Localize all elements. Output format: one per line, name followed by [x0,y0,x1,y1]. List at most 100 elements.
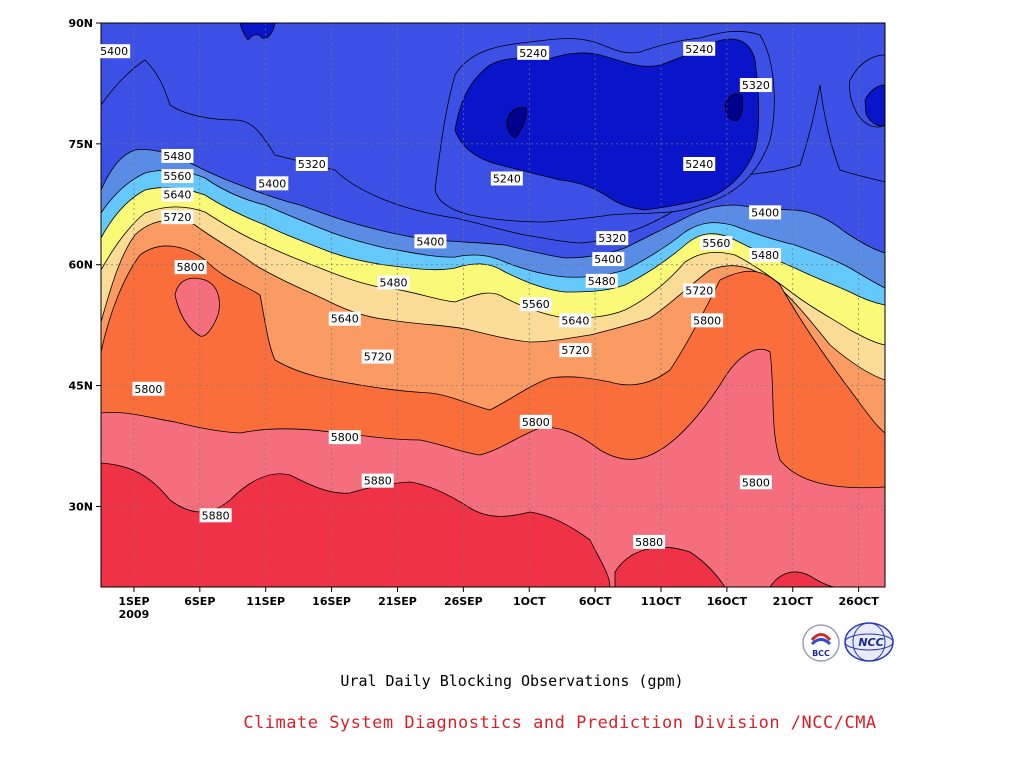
x-tick-label: 16SEP [312,595,351,608]
contour-label-text: 5240 [519,47,547,60]
contour-label-box [559,343,592,358]
contour-label: 5800 [739,475,772,490]
contour-label: 5400 [414,234,447,249]
contour-label-text: 5320 [742,79,770,92]
x-tick-label: 1OCT [513,595,546,608]
contour-label-box [585,273,618,288]
contour-label-text: 5240 [685,43,713,56]
contour-label-text: 5720 [561,344,589,357]
contour-label: 5720 [559,343,592,358]
contour-label-text: 5480 [163,150,191,163]
contour-label-text: 5400 [594,253,622,266]
contour-label: 5480 [161,148,194,163]
contour-label-text: 5720 [163,211,191,224]
contour-label-box [749,205,782,220]
contour-label: 5240 [683,41,716,56]
contour-label-box [361,349,394,364]
x-tick-label: 6OCT [579,595,612,608]
contour-label-text: 5320 [598,232,626,245]
contour-label-box [519,297,552,312]
contour-label-text: 5800 [134,383,162,396]
contour-label: 5320 [596,231,629,246]
contour-label: 5320 [295,157,328,171]
contour-label-text: 5480 [380,276,408,289]
contour-label-box [691,313,724,328]
contour-label-text: 5400 [751,206,779,219]
contour-label-box [683,157,716,171]
contour-label: 5400 [592,252,625,267]
contour-label-text: 5720 [685,284,713,297]
contour-label-box [633,534,666,549]
contour-label-box [161,148,194,163]
contour-label-text: 5400 [100,45,128,58]
contour-label: 5640 [328,311,361,326]
contour-label: 5800 [691,313,724,328]
x-tick-label: 11SEP [246,595,285,608]
contour-label: 5800 [328,430,361,445]
contour-band [239,23,276,41]
contour-label-box [161,210,194,225]
contour-label-text: 5560 [702,237,730,250]
x-axis-ticks: 1SEP 6SEP 11SEP 16SEP 21SEP 26SEP 1OCT 6OCT 11OC… [118,587,879,608]
contour-label: 5720 [161,210,194,225]
contour-label-box [361,473,394,488]
ncc-logo-icon: NCC [844,622,894,662]
contour-label-text: 5800 [693,314,721,327]
contour-label: 5320 [739,78,772,93]
contour-label: 5640 [559,313,592,328]
contour-label-text: 5880 [364,475,392,488]
contour-label-box [199,508,232,523]
contour-label-box [683,41,716,56]
chart-title: Ural Daily Blocking Observations (gpm) [340,672,684,690]
bcc-logo-icon: BCC [802,624,840,662]
contour-label-box [739,78,772,93]
contour-label-box [559,313,592,328]
y-tick-label: 30N [68,500,93,513]
contour-label-box [519,414,552,429]
contour-label-text: 5880 [635,536,663,549]
svg-text:BCC: BCC [812,649,830,658]
contour-label: 5480 [749,248,782,263]
contour-label-box [295,157,328,171]
contour-label: 5240 [490,171,523,186]
contour-label-box [132,381,165,396]
x-tick-label: 11OCT [641,595,682,608]
x-axis-year-label: 2009 [119,608,150,621]
contour-label: 5480 [377,275,410,290]
contour-label-text: 5480 [588,275,616,288]
contour-label: 5400 [98,44,131,59]
x-tick-label: 6SEP [184,595,215,608]
contour-label-text: 5640 [561,314,589,327]
contour-label: 5800 [519,414,552,429]
contour-label-text: 5800 [331,431,359,444]
contour-label-text: 5800 [742,476,770,489]
contour-label-box [328,430,361,445]
contour-label-text: 5240 [685,158,713,171]
contour-label-box [377,275,410,290]
contour-label-box [749,248,782,263]
y-tick-label: 90N [68,17,93,30]
contour-label-text: 5720 [364,351,392,364]
contour-label-box [700,235,733,250]
contour-label: 5560 [519,297,552,312]
contour-label-text: 5560 [522,298,550,311]
contour-label-text: 5400 [258,177,286,190]
contour-label-box [161,169,194,184]
contour-label-box [161,187,194,202]
contour-band [174,277,220,337]
contour-label-box [328,311,361,326]
contour-label-text: 5480 [751,249,779,262]
contour-label: 5800 [174,260,207,275]
contour-label-box [174,260,207,275]
plot-frame [100,22,886,588]
x-tick-label: 21SEP [378,595,417,608]
x-tick-label: 1SEP [118,595,149,608]
svg-text:NCC: NCC [858,636,883,649]
contour-label-text: 5400 [416,235,444,248]
contour-label-box [683,283,716,298]
x-tick-label: 21OCT [773,595,814,608]
contour-label-box [596,231,629,246]
y-tick-label: 60N [68,259,93,272]
contour-label: 5880 [199,508,232,523]
